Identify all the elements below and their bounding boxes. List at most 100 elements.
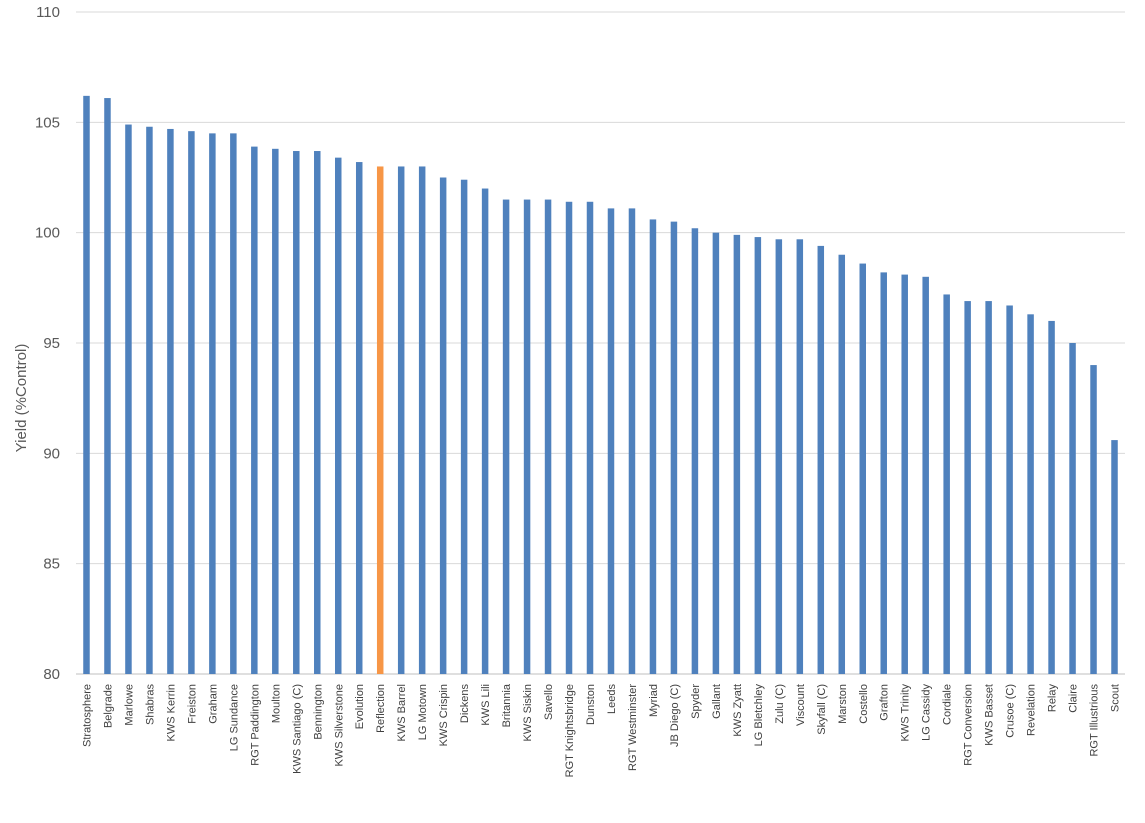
bar-marlowe bbox=[125, 124, 132, 675]
x-tick-label: Reflection bbox=[375, 684, 387, 733]
x-tick-label: Grafton bbox=[879, 684, 891, 721]
x-tick-label: Gallant bbox=[711, 684, 723, 719]
x-tick-label: Zulu (C) bbox=[774, 684, 786, 724]
y-tick-label: 95 bbox=[43, 335, 60, 352]
bar-gallant bbox=[712, 232, 720, 674]
bar-crusoe-c bbox=[1006, 305, 1013, 674]
x-tick-label: Myriad bbox=[648, 684, 660, 717]
x-tick-label: Graham bbox=[207, 684, 219, 724]
x-tick-label: LG Bletchley bbox=[753, 684, 765, 747]
x-tick-label: Stratosphere bbox=[81, 684, 93, 747]
y-tick-label: 80 bbox=[43, 666, 60, 683]
bar-lg-motown bbox=[418, 166, 426, 674]
bar-savello bbox=[544, 199, 552, 675]
bar-kws-crispin bbox=[439, 177, 447, 674]
bar-dunston bbox=[586, 201, 594, 675]
x-tick-label: Scout bbox=[1110, 684, 1122, 712]
y-axis-label: Yield (%Control) bbox=[13, 344, 30, 453]
x-tick-label: Dickens bbox=[459, 684, 471, 724]
x-tick-label: JB Diego (C) bbox=[669, 684, 681, 747]
bar-shabras bbox=[146, 126, 153, 675]
x-tick-label: Costello bbox=[858, 684, 870, 724]
y-tick-label: 90 bbox=[43, 445, 60, 462]
x-tick-label: KWS Santiago (C) bbox=[291, 684, 303, 774]
x-tick-label: RGT Conversion bbox=[963, 684, 975, 766]
bar-rgt-illustrious bbox=[1090, 365, 1097, 674]
bar-moulton bbox=[272, 148, 279, 674]
x-tick-label: Skyfall (C) bbox=[816, 684, 828, 735]
x-tick-label: Freiston bbox=[186, 684, 198, 724]
x-tick-label: Cordiale bbox=[942, 684, 954, 725]
x-tick-label: KWS Lili bbox=[480, 684, 492, 726]
y-tick-label: 100 bbox=[35, 225, 60, 242]
bar-scout bbox=[1111, 440, 1118, 674]
x-tick-label: Relay bbox=[1047, 684, 1059, 713]
bar-evolution bbox=[355, 162, 363, 674]
x-tick-label: Bennington bbox=[312, 684, 324, 740]
gridlines bbox=[76, 11, 1125, 675]
bar-zulu-c bbox=[775, 239, 783, 674]
bar-kws-kerrin bbox=[167, 128, 174, 674]
x-tick-label: RGT Illustrious bbox=[1089, 684, 1101, 757]
bar-graham bbox=[209, 133, 216, 674]
bar-kws-trinity bbox=[901, 274, 908, 674]
bar-leeds bbox=[607, 208, 615, 675]
x-tick-label: RGT Paddington bbox=[249, 684, 261, 766]
x-tick-label: Britannia bbox=[501, 683, 513, 727]
bar-bennington bbox=[314, 151, 321, 674]
x-tick-label: Savello bbox=[543, 684, 555, 720]
bar-grafton bbox=[880, 272, 887, 674]
x-tick-label: RGT Westminster bbox=[627, 684, 639, 771]
bar-kws-lili bbox=[481, 188, 489, 675]
x-tick-label: Shabras bbox=[144, 684, 156, 725]
x-tick-label: KWS Zyatt bbox=[732, 684, 744, 737]
x-tick-label: Moulton bbox=[270, 684, 282, 723]
bar-rgt-paddington bbox=[251, 146, 258, 674]
bar-lg-cassidy bbox=[922, 276, 929, 674]
x-tick-label: Claire bbox=[1068, 684, 1080, 713]
x-tick-label: Revelation bbox=[1026, 684, 1038, 736]
bar-marston bbox=[838, 254, 846, 674]
x-tick-label: Leeds bbox=[606, 684, 618, 714]
bar-rgt-westminster bbox=[628, 208, 636, 675]
bar-kws-basset bbox=[985, 301, 992, 674]
x-tick-label: Marlowe bbox=[123, 684, 135, 726]
bar-kws-siskin bbox=[523, 199, 531, 675]
bar-myriad bbox=[649, 219, 657, 674]
bar-kws-barrel bbox=[397, 166, 405, 674]
x-tick-label: Marston bbox=[837, 684, 849, 724]
bar-kws-silverstone bbox=[335, 157, 342, 674]
bars bbox=[83, 95, 1118, 675]
x-tick-label: Dunston bbox=[585, 684, 597, 725]
x-tick-label: KWS Barrel bbox=[396, 684, 408, 741]
bar-rgt-knightsbridge bbox=[565, 201, 573, 675]
x-axis-ticks: Stratosphere Belgrade Marlowe Shabras KWS Ke… bbox=[81, 683, 1121, 777]
bar-relay bbox=[1048, 320, 1055, 674]
x-tick-label: KWS Siskin bbox=[522, 684, 534, 741]
y-tick-label: 105 bbox=[35, 114, 60, 131]
bar-jb-diego-c bbox=[670, 221, 678, 674]
x-tick-label: Belgrade bbox=[102, 684, 114, 728]
x-tick-label: KWS Trinity bbox=[900, 684, 912, 742]
bar-rgt-conversion bbox=[964, 301, 971, 674]
x-tick-label: KWS Kerrin bbox=[165, 684, 177, 741]
bar-stratosphere bbox=[83, 95, 90, 674]
bar-freiston bbox=[188, 131, 195, 674]
bar-revelation bbox=[1027, 314, 1034, 674]
x-tick-label: LG Cassidy bbox=[921, 684, 933, 741]
bar-costello bbox=[859, 263, 866, 674]
bar-dickens bbox=[460, 179, 468, 674]
x-tick-label: LG Sundance bbox=[228, 684, 240, 751]
bar-cordiale bbox=[943, 294, 950, 674]
x-tick-label: Spyder bbox=[690, 684, 702, 719]
x-tick-label: Evolution bbox=[354, 684, 366, 729]
x-tick-label: RGT Knightsbridge bbox=[564, 684, 576, 777]
x-tick-label: KWS Basset bbox=[984, 684, 996, 746]
bar-claire bbox=[1069, 343, 1076, 674]
bar-lg-bletchley bbox=[754, 237, 762, 674]
bar-viscount bbox=[796, 239, 804, 674]
x-tick-label: Viscount bbox=[795, 684, 807, 726]
y-tick-label: 110 bbox=[36, 4, 60, 21]
bar-belgrade bbox=[104, 98, 111, 674]
